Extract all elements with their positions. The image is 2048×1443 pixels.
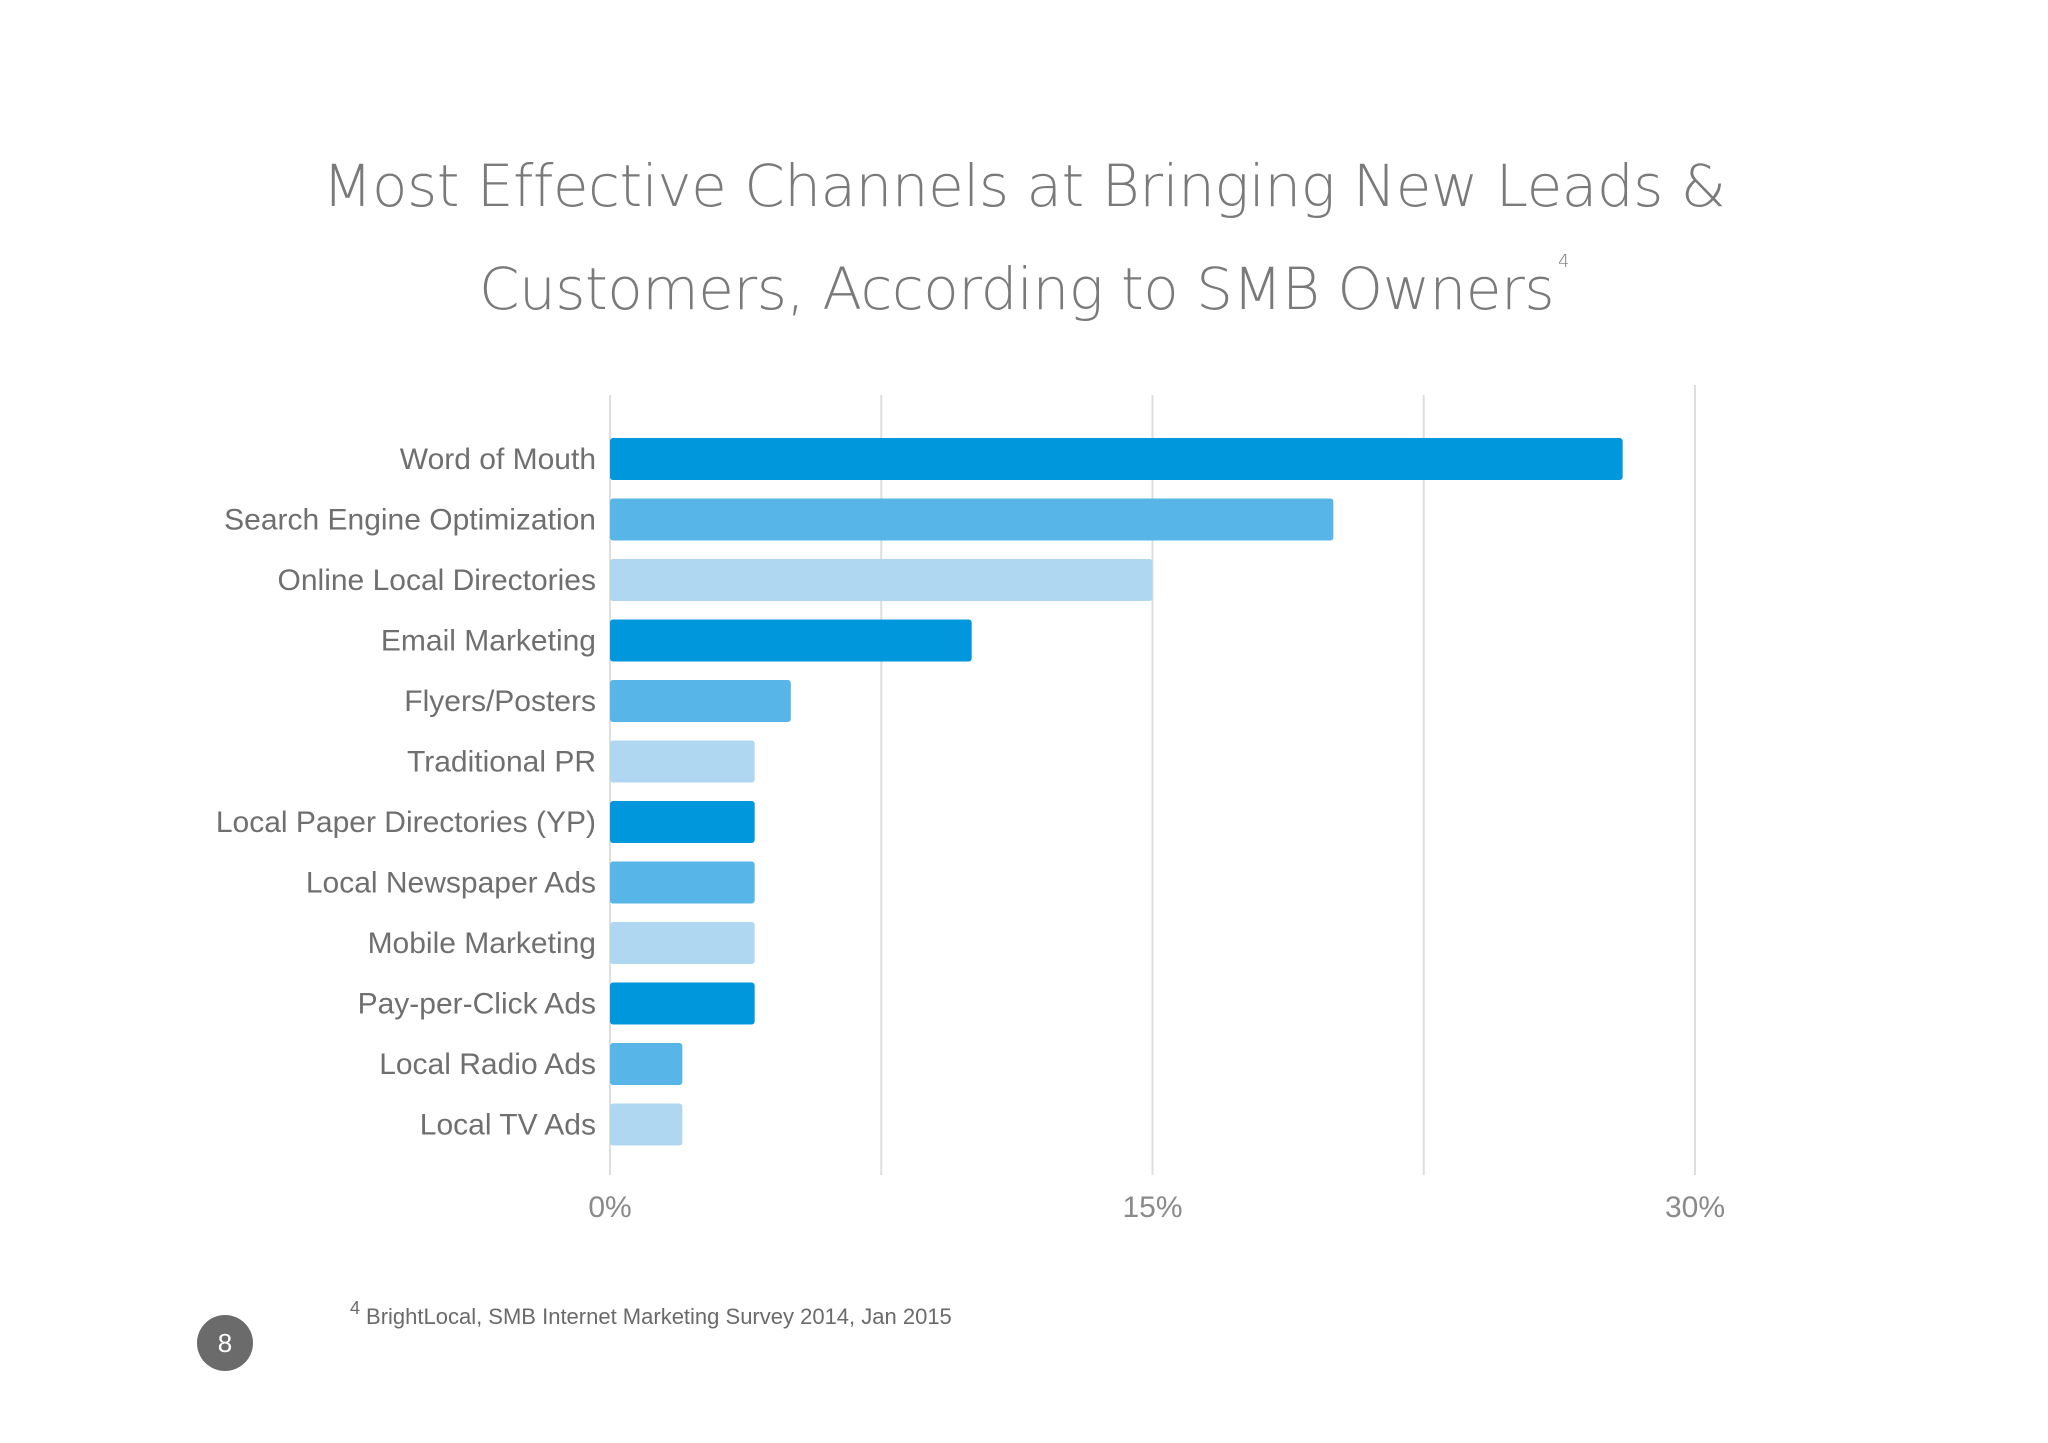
footnote-marker: 4 bbox=[350, 1298, 361, 1318]
category-label: Local Paper Directories (YP) bbox=[216, 806, 596, 839]
category-label: Search Engine Optimization bbox=[224, 504, 596, 537]
category-label: Online Local Directories bbox=[278, 564, 596, 597]
chart-title-line-1: Most Effective Channels at Bringing New … bbox=[322, 152, 1726, 220]
bar bbox=[610, 922, 755, 964]
chart-title-footnote-ref: 4 bbox=[1558, 251, 1569, 272]
bar bbox=[610, 982, 755, 1025]
x-tick-label: 30% bbox=[1665, 1191, 1725, 1224]
bar bbox=[610, 619, 972, 662]
bar bbox=[610, 740, 755, 783]
category-label: Local TV Ads bbox=[420, 1109, 596, 1142]
chart-title-line-2-text: Customers, According to SMB Owners bbox=[479, 255, 1555, 323]
bar bbox=[610, 1103, 683, 1146]
bar bbox=[610, 1043, 683, 1085]
category-label: Local Newspaper Ads bbox=[306, 867, 596, 900]
bar bbox=[610, 801, 755, 843]
bar bbox=[610, 861, 755, 904]
page-number-badge: 8 bbox=[197, 1315, 253, 1371]
category-label: Word of Mouth bbox=[400, 443, 596, 476]
x-tick-label: 15% bbox=[1122, 1191, 1182, 1224]
bar bbox=[610, 680, 791, 722]
page-number: 8 bbox=[217, 1327, 233, 1358]
category-label: Email Marketing bbox=[381, 625, 596, 658]
category-label: Traditional PR bbox=[407, 746, 596, 779]
bars bbox=[610, 438, 1623, 1146]
category-label: Mobile Marketing bbox=[368, 927, 596, 960]
category-label: Flyers/Posters bbox=[404, 685, 596, 718]
chart-title-line-2: Customers, According to SMB Owners 4 bbox=[0, 224, 2048, 327]
x-tick-label: 0% bbox=[588, 1191, 631, 1224]
x-tick-labels: 0% 15% 30% bbox=[588, 1191, 1725, 1224]
footnote: 4 BrightLocal, SMB Internet Marketing Sur… bbox=[350, 1298, 952, 1330]
chart-title: Most Effective Channels at Bringing New … bbox=[0, 148, 2048, 327]
category-label: Local Radio Ads bbox=[379, 1048, 596, 1081]
bar bbox=[610, 559, 1153, 601]
footnote-text: BrightLocal, SMB Internet Marketing Surv… bbox=[366, 1304, 952, 1329]
bar bbox=[610, 438, 1623, 480]
bar bbox=[610, 498, 1334, 541]
category-label: Pay-per-Click Ads bbox=[358, 988, 596, 1021]
category-labels: Word of Mouth Search Engine Optimization O… bbox=[216, 443, 596, 1142]
